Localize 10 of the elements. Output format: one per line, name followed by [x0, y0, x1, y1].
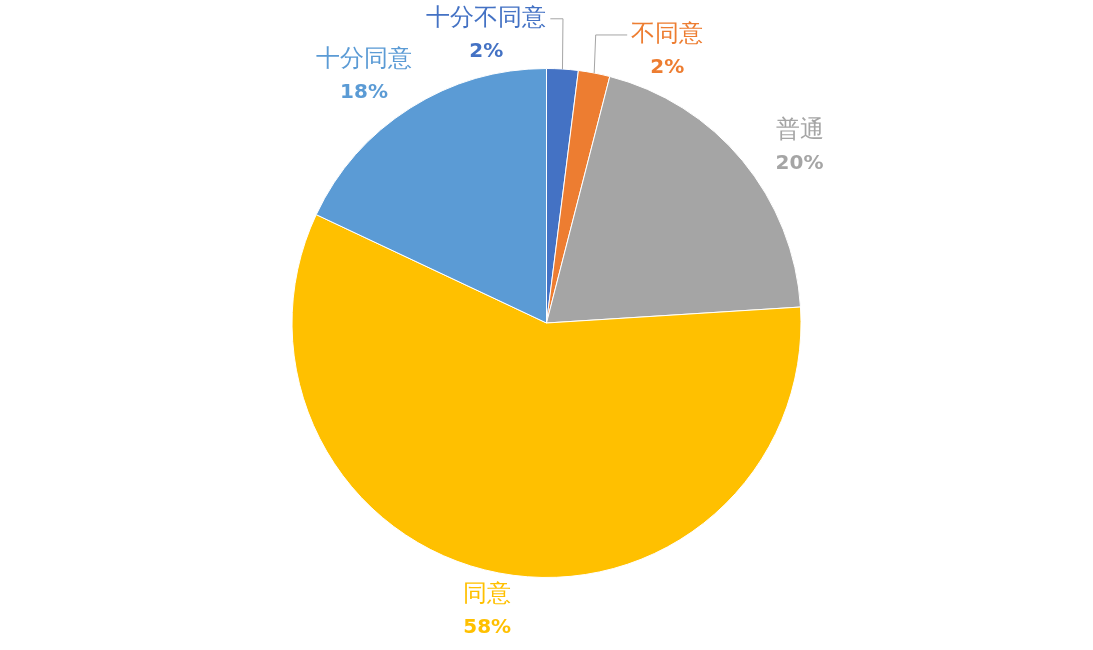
slice-label: 十分不同意 [426, 3, 547, 32]
data-label: 2% [650, 54, 685, 79]
data-label: 20% [775, 150, 824, 175]
slice-label: 不同意 [631, 19, 704, 48]
slice-label: 普通 [775, 115, 824, 144]
slice-label: 十分同意 [316, 44, 413, 73]
slice-label: 同意 [463, 578, 512, 607]
data-label: 58% [463, 613, 512, 638]
data-label: 18% [340, 79, 388, 104]
data-label: 2% [469, 38, 504, 62]
